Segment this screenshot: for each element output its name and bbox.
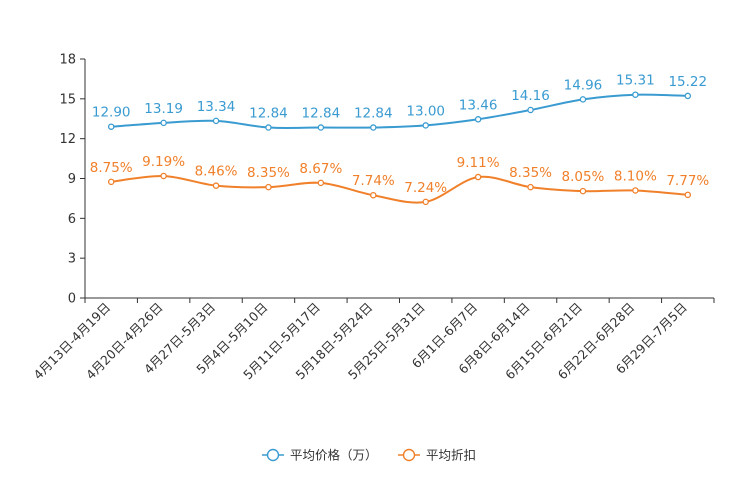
series-0-point xyxy=(160,119,167,127)
series-0-point xyxy=(579,96,587,103)
series-1-data-label: 7.24% xyxy=(404,180,447,196)
series-0-data-label: 15.31 xyxy=(616,73,655,89)
series-1-point xyxy=(370,191,377,199)
series-1-data-label: 7.74% xyxy=(352,173,395,189)
series-1-point xyxy=(265,183,272,191)
y-tick-label: 0 xyxy=(68,292,76,307)
series-1-data-label: 8.35% xyxy=(247,165,290,181)
series-1-point xyxy=(422,198,429,206)
series-1-point xyxy=(632,187,639,194)
series-0-point xyxy=(370,124,377,131)
series-0-data-label: 13.34 xyxy=(197,99,236,115)
series-0-data-label: 13.00 xyxy=(406,103,445,119)
y-tick-label: 6 xyxy=(68,212,76,227)
legend-swatch-marker xyxy=(402,448,416,462)
series-0-data-label: 12.84 xyxy=(302,106,341,122)
series-0-point xyxy=(422,122,429,129)
series-line-0 xyxy=(111,93,688,129)
series-0-point xyxy=(632,91,639,98)
series-0-point xyxy=(527,106,534,114)
series-1-point xyxy=(527,183,534,191)
series-0-point xyxy=(317,124,325,131)
series-0-data-label: 14.16 xyxy=(511,88,550,104)
y-tick-label: 3 xyxy=(68,252,76,267)
series-0-data-label: 12.84 xyxy=(354,106,393,122)
series-1-data-label: 8.10% xyxy=(614,168,657,184)
series-0-data-label: 12.84 xyxy=(249,106,288,122)
series-1-point xyxy=(579,187,587,195)
y-tick-label: 15 xyxy=(59,92,76,107)
y-tick-label: 9 xyxy=(68,172,76,187)
series-0-point xyxy=(684,92,692,100)
series-0-data-label: 13.46 xyxy=(459,97,498,113)
series-0-point xyxy=(212,117,220,125)
legend-swatch-marker xyxy=(266,448,280,462)
series-1-point xyxy=(160,172,167,180)
series-0-data-label: 12.90 xyxy=(92,105,131,121)
y-tick-label: 18 xyxy=(59,53,76,68)
series-1-data-label: 9.11% xyxy=(457,155,500,171)
series-1-data-label: 9.19% xyxy=(142,154,185,170)
series-1-data-label: 8.46% xyxy=(195,164,238,180)
series-1-point xyxy=(684,191,692,199)
legend-label: 平均折扣 xyxy=(426,448,476,463)
series-0-data-label: 14.96 xyxy=(564,77,603,93)
series-1-point xyxy=(212,182,220,189)
series-1-point xyxy=(107,178,115,186)
series-1-point xyxy=(474,173,482,181)
series-1-point xyxy=(317,179,325,187)
series-line-1 xyxy=(111,174,688,204)
series-0-data-label: 15.22 xyxy=(668,74,707,90)
series-1-data-label: 8.67% xyxy=(299,161,342,177)
series-0-point xyxy=(107,123,115,130)
legend-label: 平均价格（万） xyxy=(290,448,378,463)
series-0-point xyxy=(265,124,272,131)
series-0-data-label: 13.19 xyxy=(144,101,183,117)
series-1-data-label: 8.05% xyxy=(562,169,605,185)
series-1-data-label: 7.77% xyxy=(666,173,709,189)
series-1-data-label: 8.35% xyxy=(509,165,552,181)
y-tick-label: 12 xyxy=(59,132,76,147)
series-0-point xyxy=(474,116,482,123)
series-1-data-label: 8.75% xyxy=(90,160,133,176)
